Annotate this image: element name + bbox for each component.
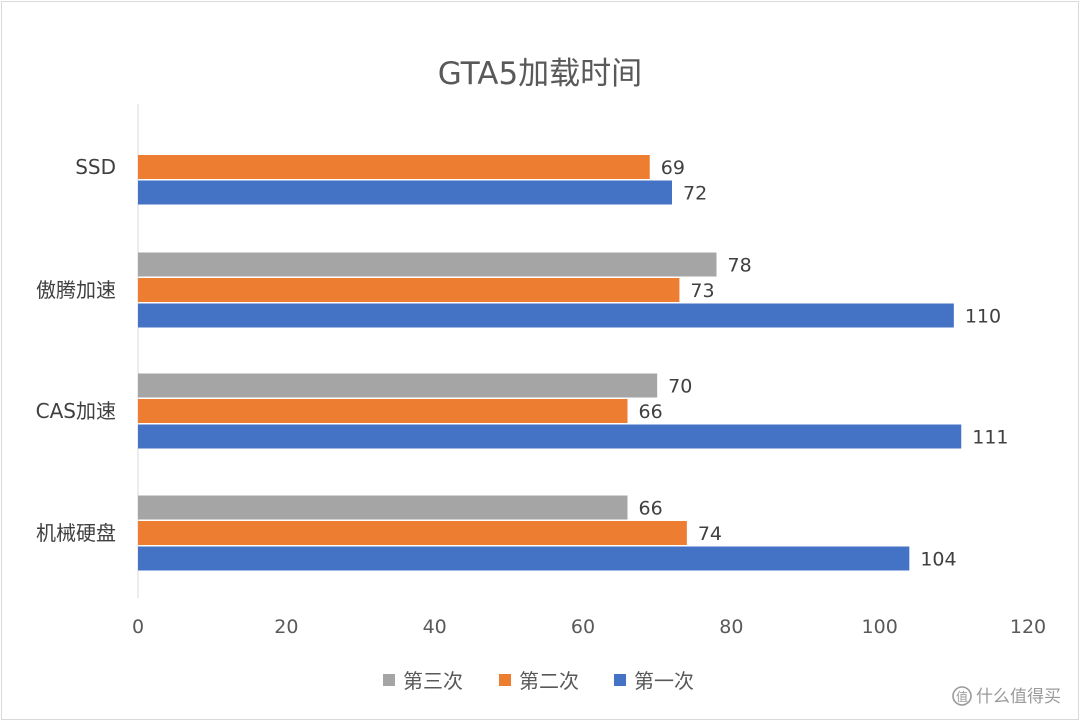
data-label: 110 [965,306,1001,328]
x-tick-label: 120 [1010,616,1046,638]
bar [138,180,672,205]
x-tick-label: 100 [862,616,898,638]
bar [138,521,687,545]
x-tick-label: 20 [274,616,298,638]
legend-swatch [614,674,626,686]
smzdm-logo-icon [952,686,972,706]
bar [138,546,910,571]
legend-item: 第三次 [383,669,463,693]
x-tick-label: 40 [423,616,447,638]
data-label: 111 [972,427,1008,449]
x-tick-label: 0 [132,616,144,638]
x-tick-label: 80 [719,616,743,638]
category-label: 机械硬盘 [36,521,116,545]
data-label: 72 [683,183,707,205]
legend-label: 第三次 [403,669,463,693]
legend-swatch [499,674,511,686]
chart-title: GTA5加载时间 [438,56,642,92]
data-label: 70 [668,376,692,398]
category-label: 傲腾加速 [36,278,116,302]
data-label: 78 [728,255,752,277]
watermark-logo-glyph: 值 [956,689,968,704]
data-label: 104 [920,549,956,571]
legend: 第三次 第二次 第一次 [383,669,694,693]
watermark: 值 什么值得买 [952,686,1061,707]
bar [138,399,628,423]
bar [138,155,650,179]
data-label: 74 [698,523,722,545]
bar [138,495,628,520]
x-tick-label: 60 [571,616,595,638]
legend-swatch [383,674,395,686]
legend-label: 第二次 [519,669,579,693]
data-label: 66 [639,401,663,423]
bar [138,424,962,449]
bar [138,373,658,398]
category-label: SSD [75,155,116,179]
data-label: 66 [639,498,663,520]
data-label: 69 [661,157,685,179]
bar [138,303,954,328]
watermark-text: 什么值得买 [976,687,1061,707]
legend-item: 第二次 [499,669,579,693]
legend-item: 第一次 [614,669,694,693]
data-label: 73 [690,280,714,302]
category-label: CAS加速 [36,399,116,423]
bar [138,278,680,302]
legend-label: 第一次 [634,669,694,693]
plot-area: SSD傲腾加速CAS加速机械硬盘721101111046973667478706… [36,155,1046,638]
bar [138,252,717,277]
